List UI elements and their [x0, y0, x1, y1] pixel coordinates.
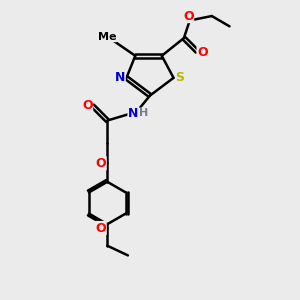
- Text: Me: Me: [98, 32, 117, 42]
- Text: O: O: [82, 99, 93, 112]
- Text: S: S: [176, 71, 184, 84]
- Text: H: H: [139, 108, 148, 118]
- Text: O: O: [197, 46, 208, 59]
- Text: O: O: [95, 157, 106, 170]
- Text: O: O: [95, 221, 106, 235]
- Text: N: N: [128, 107, 138, 120]
- Text: O: O: [183, 10, 194, 22]
- Text: N: N: [115, 71, 125, 84]
